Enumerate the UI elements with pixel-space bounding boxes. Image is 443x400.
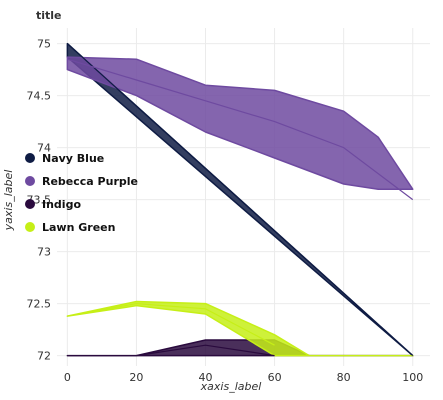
legend-marker-lawn-green: [25, 222, 35, 232]
chart-title: title: [36, 9, 62, 22]
y-tick-label: 74.5: [27, 90, 52, 103]
legend-marker-navy-blue: [25, 153, 35, 163]
y-tick-label: 75: [37, 38, 51, 51]
y-axis-label: yaxis_label: [2, 170, 15, 232]
x-tick-label: 100: [402, 371, 423, 384]
x-tick-label: 40: [199, 371, 213, 384]
x-tick-label: 60: [268, 371, 282, 384]
y-tick-label: 73: [37, 246, 51, 259]
y-tick-label: 74: [37, 142, 51, 155]
legend: Navy Blue Rebecca Purple Indigo Lawn Green: [25, 152, 138, 234]
y-tick-label: 72: [37, 350, 51, 363]
y-tick-label: 72.5: [27, 298, 52, 311]
band-rebecca-purple: [66, 56, 414, 190]
series-line-indigo: [67, 344, 275, 357]
plot-area: [57, 28, 430, 366]
x-tick-label: 20: [129, 371, 143, 384]
x-axis-label: xaxis_label: [200, 380, 262, 393]
legend-label-indigo: Indigo: [42, 198, 81, 211]
legend-label-lawn-green: Lawn Green: [42, 221, 115, 234]
x-tick-label: 0: [64, 371, 71, 384]
series-line-rebecca-purple: [67, 58, 414, 201]
series-line-lawn-green: [67, 302, 275, 346]
x-tick-label: 80: [337, 371, 351, 384]
legend-label-navy-blue: Navy Blue: [42, 152, 104, 165]
series-line-navy-blue: [66, 43, 414, 357]
legend-label-rebecca-purple: Rebecca Purple: [42, 175, 138, 188]
legend-marker-rebecca-purple: [25, 176, 35, 186]
legend-marker-indigo: [25, 199, 35, 209]
